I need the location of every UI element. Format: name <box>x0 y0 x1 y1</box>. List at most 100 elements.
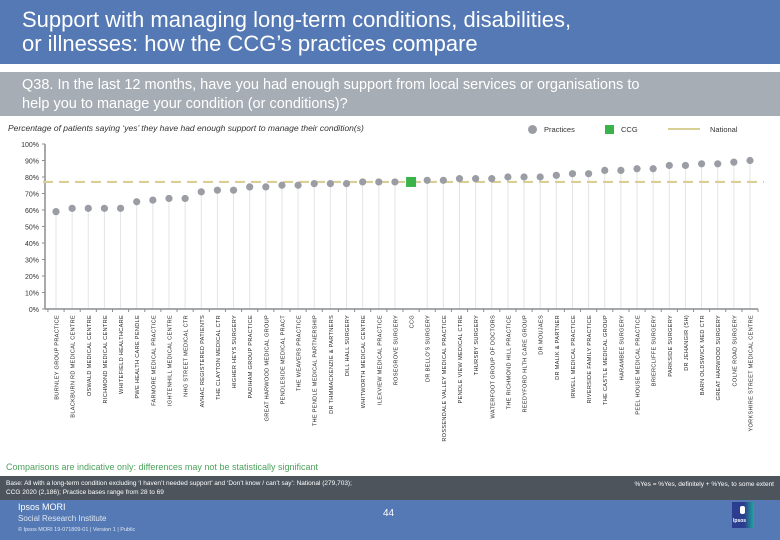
practice-marker <box>149 196 157 204</box>
x-category-label: PENDLESIDE MEDICAL PRACT <box>280 315 286 405</box>
practice-marker <box>568 170 577 178</box>
brand-name: Ipsos MORI <box>18 502 66 512</box>
practice-marker <box>278 181 286 189</box>
x-category-label: WHITWORTH MEDICAL CENTRE <box>361 315 367 408</box>
practice-marker <box>504 173 512 181</box>
practice-marker <box>326 180 334 188</box>
ipsos-logo-icon: Ipsos <box>732 502 754 528</box>
x-category-label: THE WEAVERS PRACTICE <box>297 315 303 391</box>
logo-text: Ipsos <box>733 518 747 524</box>
practice-marker <box>520 173 528 181</box>
x-category-label: OSWALD MEDICAL CENTRE <box>87 315 93 396</box>
x-category-label: THE PENDLE MEDICAL PARTNERSHIP <box>313 315 319 426</box>
practice-marker <box>310 180 318 188</box>
legend-label-national: National <box>710 124 738 134</box>
chart-subtitle: Percentage of patients saying ‘yes’ they… <box>8 123 364 133</box>
x-category-label: RICHMOND MEDICAL CENTRE <box>103 315 109 403</box>
x-category-label: WATERFOOT GROUP OF DOCTORS <box>490 315 496 419</box>
x-category-label: ILEXVIEW MEDICAL PRACTICE <box>377 315 383 405</box>
page-number: 44 <box>383 508 395 519</box>
practice-marker <box>100 204 109 212</box>
x-category-label: BLACKBURN RD MEDICAL CENTRE <box>71 315 77 418</box>
legend-label-ccg: CCG <box>621 124 638 134</box>
practice-marker <box>455 175 464 183</box>
practice-marker <box>342 180 351 188</box>
slide-title: Support with managing long-term conditio… <box>0 0 780 64</box>
practice-marker <box>133 198 141 206</box>
x-category-label: NHG STREET MEDICAL CTR <box>184 315 190 397</box>
x-category-label: RIVERSIDE FAMILY PRACTICE <box>587 315 593 403</box>
practice-marker <box>601 166 609 174</box>
x-category-label: BURNLEY GROUP PRACTICE <box>55 315 61 400</box>
x-category-label: DR THMMACKENZIE & PARTNERS <box>329 315 335 414</box>
copyright: © Ipsos MORI 19-071809-01 | Version 1 | … <box>18 527 136 533</box>
y-tick-label: 100% <box>21 142 39 149</box>
x-category-label: DR BELLO'S SURGERY <box>426 315 432 382</box>
x-category-label: AVHAC REGISTERED PATIENTS <box>200 315 206 407</box>
practice-marker <box>52 208 60 216</box>
practice-marker <box>391 178 399 186</box>
practice-marker <box>213 186 221 194</box>
y-tick-label: 0% <box>29 307 39 314</box>
practice-marker <box>197 188 205 196</box>
practice-marker <box>697 160 706 168</box>
question-line2: help you to manage your condition (or co… <box>22 96 348 112</box>
circle-marker-icon <box>528 124 537 134</box>
x-category-label: COLNE ROAD SURGERY <box>732 315 738 387</box>
y-tick-label: 50% <box>25 225 39 232</box>
ccg-marker <box>406 176 417 187</box>
practice-marker <box>649 165 657 173</box>
x-category-label: DILL HALL SURGERY <box>345 315 351 376</box>
y-tick-label: 80% <box>25 175 39 182</box>
x-category-label: HARAMBEE SURGERY <box>619 315 625 380</box>
practice-marker <box>681 161 690 170</box>
practice-marker <box>488 175 496 183</box>
base-bar: Base: All with a long-term condition exc… <box>0 476 780 500</box>
x-category-label: THE CASTLE MEDICAL GROUP <box>603 315 609 405</box>
x-category-label: PEEL HOUSE MEDICAL PRACTICE <box>636 315 642 415</box>
x-category-label: GREAT HARWOOD SURGERY <box>716 315 722 400</box>
x-category-label: ROSSENDALE VALLEY MEDICAL PRACTICE <box>442 315 448 442</box>
slide-title-line1: Support with managing long-term conditio… <box>22 7 572 32</box>
dashed-line-icon <box>668 128 700 130</box>
x-category-label: YORKSHIRE STREET MEDICAL CENTRE <box>749 315 755 432</box>
y-tick-label: 10% <box>25 291 39 298</box>
x-category-label: IGHTENHILL MEDICAL CENTRE <box>167 315 173 406</box>
lollipop-chart: 0% 10% 20% 30% 40% 50% 60% 70% 80% 90% 100% BURNLEY… <box>21 142 764 442</box>
question-line1: Q38. In the last 12 months, have you had… <box>22 77 640 93</box>
practice-marker <box>714 160 722 168</box>
practice-marker <box>617 166 625 174</box>
y-tick-label: 70% <box>25 192 39 199</box>
footer: Ipsos MORI Social Research Institute © I… <box>0 500 780 540</box>
x-category-label: THE RICHMOND HILL PRACTICE <box>506 315 512 409</box>
x-category-label: DR MALIK & PARTNER <box>555 315 561 380</box>
x-category-label: BRIERCLIFFE SURGERY <box>652 315 658 386</box>
practice-marker <box>181 194 189 203</box>
x-category-label: FARMORE MEDICAL PRACTICE <box>151 315 157 406</box>
practice-marker <box>246 183 254 191</box>
x-category-label: PWE HEALTH CARE PENDLE <box>135 315 141 399</box>
x-category-label: DR JEHANGIR (SH) <box>684 315 690 371</box>
x-category-label: PARKSIDE SURGERY <box>668 315 674 377</box>
practice-marker <box>262 183 270 191</box>
practice-marker <box>552 171 560 179</box>
x-category-label: GREAT HARWOOD MEDICAL GROUP <box>264 315 270 421</box>
practice-marker <box>229 186 238 194</box>
x-category-label: HIGHER HEYS SURGERY <box>232 315 238 388</box>
x-category-label: REEDYFORD HLTH CARE GROUP <box>523 315 529 413</box>
chart-legend: Practices CCG National <box>528 123 778 137</box>
practice-marker <box>472 175 480 183</box>
practice-marker <box>423 176 431 184</box>
legend-item-ccg: CCG <box>605 123 638 135</box>
x-category-label: WHITEFIELD HEALTHCARE <box>119 315 125 394</box>
practice-marker <box>665 161 673 170</box>
practice-marker <box>116 204 125 212</box>
legend-item-national: National <box>668 123 738 135</box>
logo-mark <box>740 506 745 514</box>
practice-marker <box>165 194 173 203</box>
practice-marker <box>359 178 367 186</box>
x-category-label: IRWELL MEDICAL PRACTICE <box>571 315 577 398</box>
y-tick-label: 90% <box>25 159 39 166</box>
practice-marker <box>439 176 447 184</box>
y-tick-label: 40% <box>25 241 39 248</box>
